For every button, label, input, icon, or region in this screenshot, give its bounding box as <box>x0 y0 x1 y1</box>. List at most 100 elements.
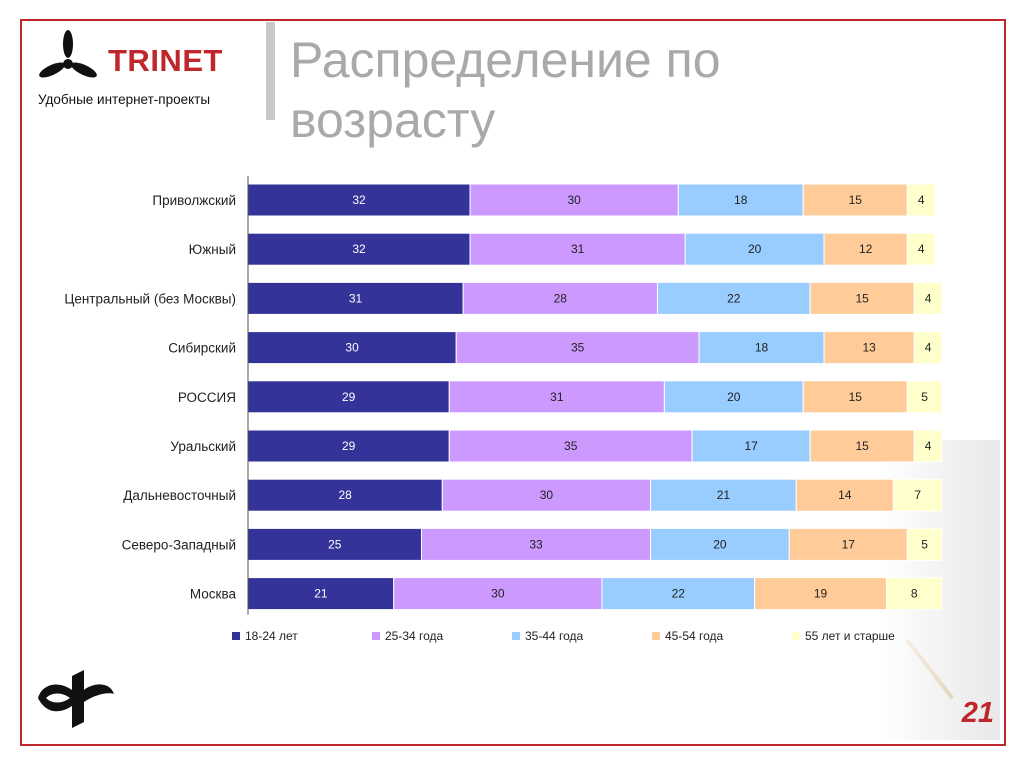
data-label: 21 <box>717 488 731 502</box>
data-label: 18 <box>755 341 769 355</box>
data-label: 17 <box>744 439 758 453</box>
data-label: 20 <box>748 242 762 256</box>
bar-segment <box>455 331 700 365</box>
data-label: 28 <box>338 488 352 502</box>
data-label: 4 <box>925 439 932 453</box>
data-label: 15 <box>849 193 863 207</box>
legend-label: 18-24 лет <box>245 629 298 643</box>
trinet-propeller-icon <box>39 30 97 78</box>
bar-segment <box>393 577 603 611</box>
data-label: 15 <box>856 439 870 453</box>
data-label: 31 <box>550 390 564 404</box>
category-label: Приволжский <box>152 193 236 208</box>
data-label: 14 <box>838 488 852 502</box>
logo-brand: TRINET <box>108 43 223 78</box>
data-label: 8 <box>911 587 918 601</box>
bar-segment <box>663 380 804 414</box>
data-label: 4 <box>918 193 925 207</box>
bar-segment <box>795 478 894 512</box>
chart-legend: 18-24 лет 25-34 года 35-44 года 45-54 года 5… <box>232 629 895 643</box>
data-label: 22 <box>727 291 741 305</box>
category-label: Центральный (без Москвы) <box>64 291 236 306</box>
bar-segment <box>601 577 756 611</box>
legend-swatch <box>792 632 800 640</box>
data-label: 19 <box>814 587 828 601</box>
data-label: 4 <box>925 341 932 355</box>
data-label: 4 <box>925 291 932 305</box>
data-label: 29 <box>342 439 356 453</box>
category-label: Уральский <box>170 439 236 454</box>
bar-segment <box>469 232 686 266</box>
bar-segment <box>684 232 825 266</box>
data-label: 5 <box>921 390 928 404</box>
category-label: Южный <box>189 242 236 257</box>
bar-segment <box>247 183 471 217</box>
bar-segment <box>462 281 658 315</box>
bar-segment <box>754 577 887 611</box>
bar-segment <box>247 527 422 561</box>
page-title: Распределение по возрасту <box>290 32 721 148</box>
data-label: 13 <box>862 341 876 355</box>
data-label: 12 <box>859 242 873 256</box>
bar-segment <box>809 281 915 315</box>
bar-segment <box>247 281 464 315</box>
page-number: 21 <box>961 697 994 729</box>
age-distribution-chart: Приволжский 32 30 18 15 4 Южный 32 31 20 12 4 Центра… <box>64 176 943 615</box>
data-label: 20 <box>727 390 741 404</box>
category-label: Москва <box>190 587 237 602</box>
bar-segment <box>650 527 790 561</box>
legend-swatch <box>372 632 380 640</box>
data-label: 30 <box>491 587 505 601</box>
data-label: 5 <box>921 537 928 551</box>
bar-segment <box>247 380 450 414</box>
bar-segment <box>421 527 652 561</box>
bar-segment <box>656 281 811 315</box>
legend-label: 25-34 года <box>385 629 444 643</box>
data-label: 35 <box>571 341 585 355</box>
data-label: 29 <box>342 390 356 404</box>
bar-segment <box>802 183 908 217</box>
data-label: 30 <box>540 488 554 502</box>
bar-segment <box>691 429 811 463</box>
fom-logo-icon <box>38 670 114 728</box>
data-label: 15 <box>856 291 870 305</box>
bar-segment <box>913 331 943 365</box>
data-label: 25 <box>328 537 342 551</box>
bar-segment <box>913 281 943 315</box>
data-label: 15 <box>849 390 863 404</box>
logo-tagline: Удобные интернет-проекты <box>38 92 211 107</box>
data-label: 31 <box>571 242 585 256</box>
data-label: 21 <box>314 587 328 601</box>
legend-label: 45-54 года <box>665 629 724 643</box>
category-label: Северо-Западный <box>122 537 236 552</box>
bar-segment <box>441 478 652 512</box>
bar-segment <box>247 331 457 365</box>
data-label: 22 <box>672 587 686 601</box>
data-label: 32 <box>352 242 366 256</box>
legend-label: 35-44 года <box>525 629 584 643</box>
data-label: 31 <box>349 291 363 305</box>
bar-segment <box>677 183 804 217</box>
bar-segment <box>809 429 915 463</box>
bar-segment <box>906 232 936 266</box>
legend-label: 55 лет и старше <box>805 629 895 643</box>
bar-segment <box>469 183 679 217</box>
data-label: 28 <box>554 291 568 305</box>
data-label: 4 <box>918 242 925 256</box>
data-label: 20 <box>713 537 727 551</box>
data-label: 17 <box>842 537 856 551</box>
data-label: 7 <box>914 488 921 502</box>
trinet-logo: TRINET Удобные интернет-проекты <box>36 30 256 116</box>
legend-swatch <box>232 632 240 640</box>
category-label: Дальневосточный <box>123 488 236 503</box>
data-label: 18 <box>734 193 748 207</box>
bar-segment <box>885 577 943 611</box>
data-label: 30 <box>345 341 359 355</box>
bar-segment <box>448 380 665 414</box>
category-label: Сибирский <box>168 341 236 356</box>
bar-segment <box>823 232 908 266</box>
bar-segment <box>892 478 943 512</box>
legend-swatch <box>512 632 520 640</box>
category-label: РОССИЯ <box>178 390 236 405</box>
bar-segment <box>913 429 943 463</box>
